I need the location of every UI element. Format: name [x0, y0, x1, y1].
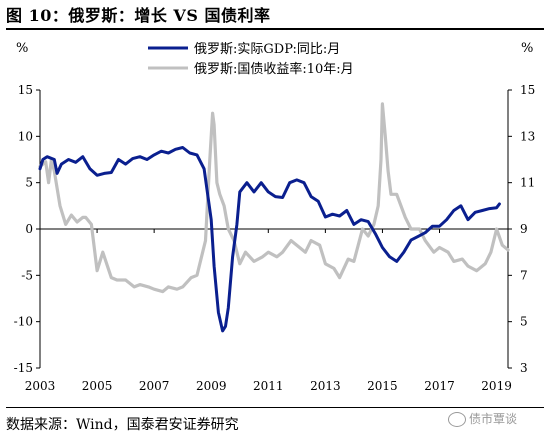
- right-tick-label: 7: [520, 268, 528, 282]
- x-tick-label: 2005: [82, 379, 113, 393]
- left-tick-label: 0: [25, 222, 33, 236]
- x-tick-label: 2017: [424, 379, 455, 393]
- watermark: 债市覃谈: [448, 410, 517, 427]
- left-tick-label: -5: [21, 268, 33, 282]
- right-tick-label: 9: [520, 222, 528, 236]
- x-tick-label: 2019: [481, 379, 512, 393]
- left-tick-label: 5: [25, 176, 33, 190]
- wechat-icon: [448, 412, 466, 427]
- left-tick-label: 15: [18, 83, 33, 97]
- left-axis-unit: %: [16, 41, 29, 56]
- x-tick-label: 2007: [139, 379, 170, 393]
- right-axis-unit: %: [521, 41, 534, 56]
- legend-label: 俄罗斯:国债收益率:10年:月: [194, 61, 354, 77]
- right-tick-label: 11: [520, 176, 535, 190]
- gdp-growth-line: [38, 146, 501, 333]
- x-tick-label: 2003: [25, 379, 56, 393]
- source-divider: [6, 407, 544, 408]
- watermark-text: 债市覃谈: [469, 412, 518, 426]
- x-tick-label: 2011: [253, 379, 284, 393]
- right-tick-label: 13: [520, 129, 535, 143]
- series-layer: [38, 102, 510, 333]
- right-tick-label: 15: [520, 83, 535, 97]
- bond-yield-line: [38, 102, 510, 294]
- left-tick-label: 10: [18, 129, 33, 143]
- left-tick-label: -15: [14, 361, 33, 375]
- legend-label: 俄罗斯:实际GDP:同比:月: [194, 42, 340, 57]
- x-tick-label: 2015: [367, 379, 398, 393]
- x-tick-label: 2013: [310, 379, 341, 393]
- source-note: 数据来源：Wind，国泰君安证券研究: [6, 417, 239, 433]
- left-tick-label: -10: [14, 315, 33, 329]
- chart-axes: 15 10 5 0 -5 -10 -15 15 13 11 9 7 5 3 2003 2005 2007 2009…: [14, 83, 536, 393]
- x-tick-label: 2009: [196, 379, 227, 393]
- title-divider: [6, 28, 544, 30]
- right-tick-label: 3: [520, 361, 528, 375]
- right-tick-label: 5: [520, 315, 528, 329]
- figure-title: 图 10：俄罗斯：增长 VS 国债利率: [6, 6, 271, 25]
